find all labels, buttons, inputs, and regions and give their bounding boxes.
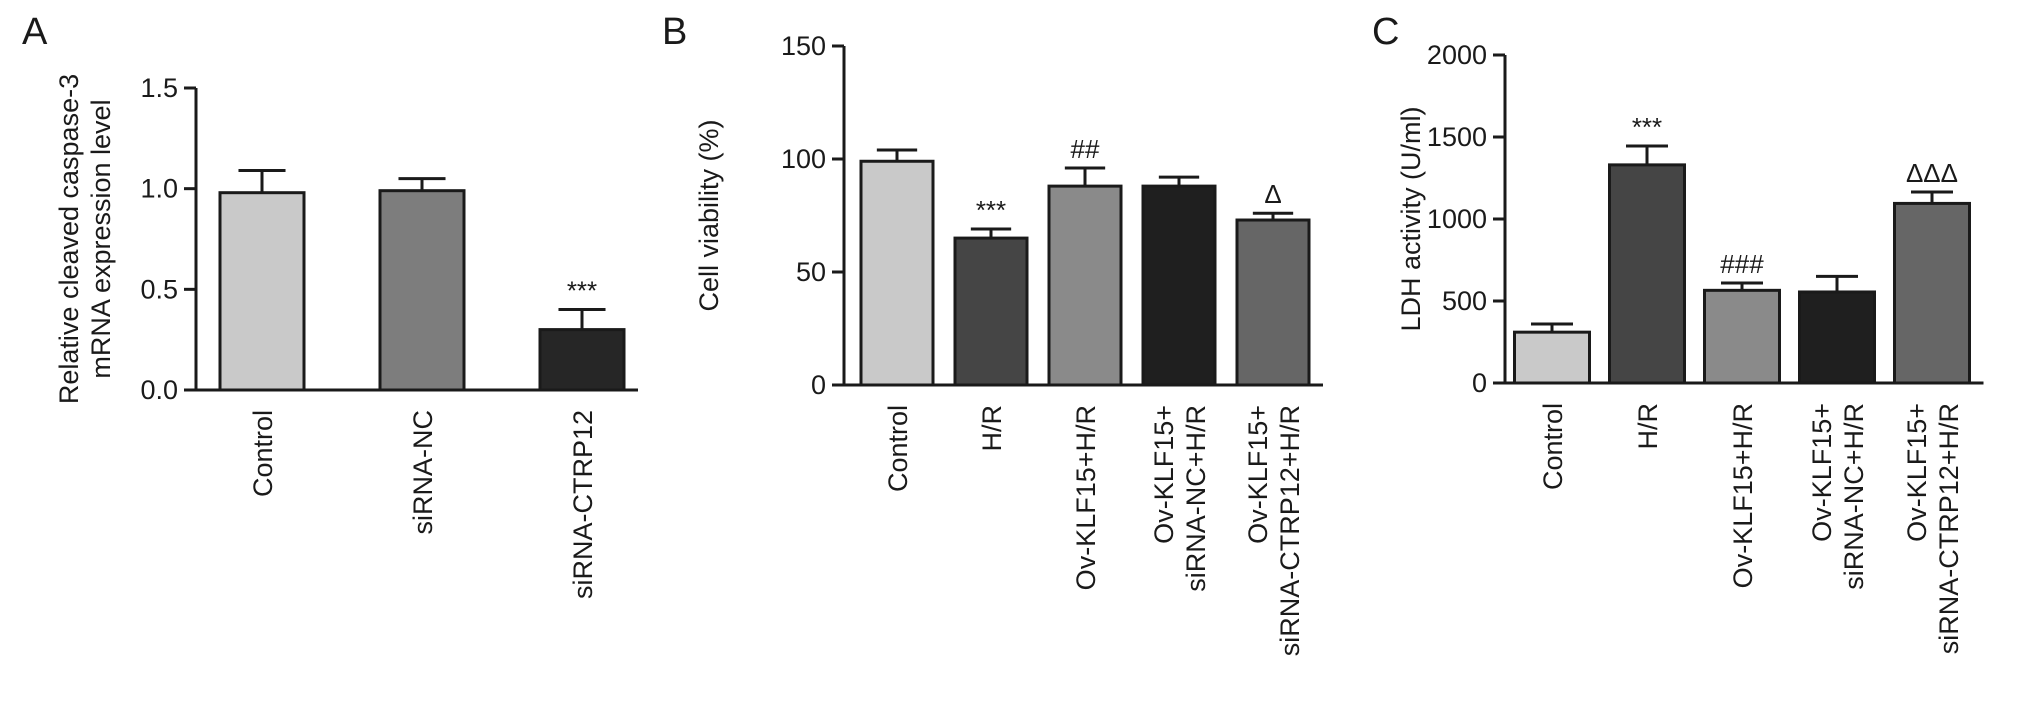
x-tick-label: Control [248,410,278,497]
x-tick-label: Control [883,405,913,492]
x-tick-label: Ov-KLF15+ [1149,405,1179,544]
x-tick-label: Ov-KLF15+H/R [1728,403,1758,588]
bar [378,189,466,392]
y-tick-label: 2000 [1427,40,1487,70]
significance-marker: ### [1720,249,1764,279]
y-tick-label: 1500 [1427,122,1487,152]
x-tick-label: Ov-KLF15+ [1902,403,1932,542]
x-tick-label: Ov-KLF15+H/R [1071,405,1101,590]
bar [218,191,306,392]
y-tick-label: 50 [796,257,826,287]
y-tick-label: 0 [1472,368,1487,398]
x-tick-label: H/R [977,405,1007,452]
significance-marker: Δ [1264,179,1281,209]
x-tick-label: siRNA-CTRP12+H/R [1934,403,1964,654]
panel-label: B [662,11,687,53]
bar [1703,288,1781,385]
bar [1235,218,1311,387]
x-tick-label: Control [1538,403,1568,490]
x-tick-label: Ov-KLF15+ [1243,405,1273,544]
y-tick-label: 0.0 [140,375,178,405]
y-tick-label: 150 [781,31,826,61]
significance-marker: *** [1632,112,1662,142]
x-tick-label: Ov-KLF15+ [1807,403,1837,542]
x-tick-label: siRNA-NC [408,410,438,535]
y-tick-label: 1.5 [140,73,178,103]
significance-marker: *** [567,275,597,305]
y-tick-label: 100 [781,144,826,174]
panel-label: C [1372,11,1399,53]
panel-c: C 0 500 1000 1500 2000 LDH activity (U/ml) Cont… [1372,11,1984,654]
y-axis-title: Cell viability (%) [694,119,724,311]
x-tick-label: siRNA-NC+H/R [1839,403,1869,590]
y-tick-label: 0 [811,370,826,400]
bar [1608,163,1686,385]
bar [1893,201,1971,385]
y-tick-label: 500 [1442,286,1487,316]
x-tick-label: siRNA-CTRP12+H/R [1275,405,1305,656]
panel-b: B 0 50 100 150 Cell viability (%) Control *** H/… [662,11,1323,656]
bar [1513,330,1591,385]
bar [1047,184,1123,387]
x-tick-label: H/R [1633,403,1663,450]
significance-marker: *** [976,195,1006,225]
significance-marker: ΔΔΔ [1906,158,1958,188]
bar [1141,184,1217,387]
y-tick-label: 0.5 [140,274,178,304]
bar [538,328,626,392]
x-tick-label: siRNA-CTRP12 [568,410,598,599]
panel-label: A [22,11,48,53]
y-tick-label: 1.0 [140,174,178,204]
bar [953,236,1029,387]
y-axis-title: Relative cleaved caspase-3 [54,74,84,404]
y-axis-title: LDH activity (U/ml) [1396,106,1426,331]
significance-marker: ## [1071,134,1100,164]
x-tick-label: siRNA-NC+H/R [1181,405,1211,592]
panel-a: A 0.0 0.5 1.0 1.5 Relative cleaved caspase-3 m… [22,11,638,599]
y-axis-title: mRNA expression level [86,99,116,378]
bar [859,159,935,387]
y-tick-label: 1000 [1427,204,1487,234]
bar [1798,290,1876,385]
